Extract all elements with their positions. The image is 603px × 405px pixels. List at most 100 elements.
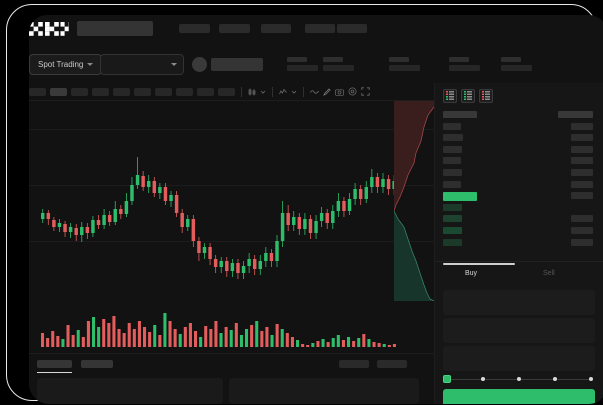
fullscreen-icon[interactable] <box>361 87 370 96</box>
order-book-row[interactable] <box>435 179 603 191</box>
pencil-icon[interactable] <box>323 87 331 96</box>
chevron-down-icon[interactable] <box>291 89 297 95</box>
toolbar-separator <box>303 86 304 97</box>
volume-histogram <box>41 313 396 347</box>
chevron-down-icon <box>87 63 94 66</box>
percent-slider[interactable] <box>443 375 595 383</box>
order-book-row-size <box>571 134 593 142</box>
order-book-row[interactable] <box>435 109 603 121</box>
nav-item-2[interactable] <box>219 24 250 33</box>
candle-type-icon[interactable] <box>248 88 256 96</box>
order-book-row[interactable] <box>435 202 603 214</box>
top-navigation-bar <box>29 15 603 49</box>
buy-submit-button[interactable] <box>443 389 595 404</box>
nav-item-5[interactable] <box>337 24 367 33</box>
header-pair-placeholder[interactable] <box>77 21 153 36</box>
slider-stop-100[interactable] <box>589 377 593 381</box>
timeframe-button-10[interactable] <box>218 87 235 96</box>
market-stat-2 <box>323 57 354 71</box>
order-book-row[interactable] <box>435 167 603 179</box>
order-book-row-price <box>443 226 462 234</box>
order-total-field[interactable] <box>443 346 595 371</box>
nav-item-3[interactable] <box>261 24 291 33</box>
timeframe-button-1[interactable] <box>29 87 46 96</box>
nav-item-4[interactable] <box>305 24 335 33</box>
bottom-tab-2[interactable] <box>81 360 113 368</box>
slider-stop-50[interactable] <box>517 377 521 381</box>
spot-trading-label: Spot Trading <box>38 59 84 69</box>
timeframe-button-5[interactable] <box>113 87 130 96</box>
bottom-card-1 <box>37 378 223 404</box>
order-book-row-price <box>443 134 463 142</box>
toolbar-separator <box>272 86 273 97</box>
order-book-row-price <box>443 111 477 118</box>
timeframe-button-4[interactable] <box>92 87 109 96</box>
chevron-down-icon <box>171 63 177 66</box>
order-book-row[interactable] <box>435 225 603 237</box>
candlestick-chart[interactable] <box>29 101 434 301</box>
okx-logo-icon[interactable] <box>29 22 69 36</box>
tab-sell[interactable]: Sell <box>543 270 555 277</box>
bottom-card-2 <box>229 378 419 404</box>
order-book-row-price <box>443 168 462 176</box>
camera-icon[interactable] <box>335 88 344 96</box>
chart-toolbar <box>29 83 603 101</box>
slider-stop-75[interactable] <box>553 377 557 381</box>
order-book-row-size <box>571 226 593 234</box>
order-book-row-size <box>571 215 593 223</box>
depth-overlay-chart <box>394 101 434 301</box>
orderbook-both-icon[interactable] <box>443 89 457 103</box>
timeframe-button-6[interactable] <box>134 87 151 96</box>
order-book-row-size <box>571 180 593 188</box>
order-book-panel: Buy Sell <box>434 83 603 404</box>
orders-bottom-panel <box>29 353 434 404</box>
order-book-row-price <box>443 122 461 130</box>
timeframe-button-2[interactable] <box>50 87 67 96</box>
orderbook-asks-icon[interactable] <box>479 89 493 103</box>
order-book-row[interactable] <box>435 213 603 225</box>
slider-stop-25[interactable] <box>481 377 485 381</box>
spot-trading-dropdown[interactable]: Spot Trading <box>29 54 103 75</box>
order-book-row[interactable] <box>435 237 603 249</box>
wave-line-icon[interactable] <box>310 88 319 95</box>
nav-item-1[interactable] <box>179 24 210 33</box>
order-book-row-size <box>571 157 593 165</box>
bottom-control-2[interactable] <box>377 360 407 368</box>
tab-buy[interactable]: Buy <box>465 270 478 277</box>
indicator-icon[interactable] <box>279 88 287 96</box>
order-price-field[interactable] <box>443 290 595 315</box>
order-book-rows <box>435 109 603 248</box>
order-book-row-size <box>571 238 593 246</box>
order-book-row-size <box>571 145 593 153</box>
orderbook-bids-icon[interactable] <box>461 89 475 103</box>
order-book-row[interactable] <box>435 155 603 167</box>
timeframe-button-7[interactable] <box>155 87 172 96</box>
timeframe-button-3[interactable] <box>71 87 88 96</box>
market-stat-3 <box>389 57 420 71</box>
chevron-down-icon[interactable] <box>260 89 266 95</box>
gridline <box>29 241 434 242</box>
market-stat-1 <box>287 57 318 71</box>
order-book-row[interactable] <box>435 121 603 133</box>
order-amount-field[interactable] <box>443 318 595 343</box>
order-form-tabs: Buy Sell <box>435 263 603 287</box>
timeframe-button-9[interactable] <box>197 87 214 96</box>
bottom-tab-1[interactable] <box>37 360 72 373</box>
market-stat-4 <box>449 57 480 71</box>
timeframe-button-8[interactable] <box>176 87 193 96</box>
order-book-row[interactable] <box>435 144 603 156</box>
settings-icon[interactable] <box>348 87 357 96</box>
coin-avatar-icon <box>192 57 207 72</box>
pair-name-placeholder <box>211 58 263 71</box>
order-book-row[interactable] <box>435 132 603 144</box>
panel-divider <box>435 261 603 262</box>
slider-handle[interactable] <box>443 375 451 383</box>
order-book-row-price <box>443 180 461 188</box>
order-book-row[interactable] <box>435 190 603 202</box>
active-tab-indicator <box>443 263 515 265</box>
order-book-row-size <box>571 168 593 176</box>
pair-select-dropdown[interactable] <box>100 54 184 75</box>
bottom-control-1[interactable] <box>339 360 369 368</box>
order-book-row-size <box>558 111 593 118</box>
order-book-row-price <box>443 145 462 153</box>
